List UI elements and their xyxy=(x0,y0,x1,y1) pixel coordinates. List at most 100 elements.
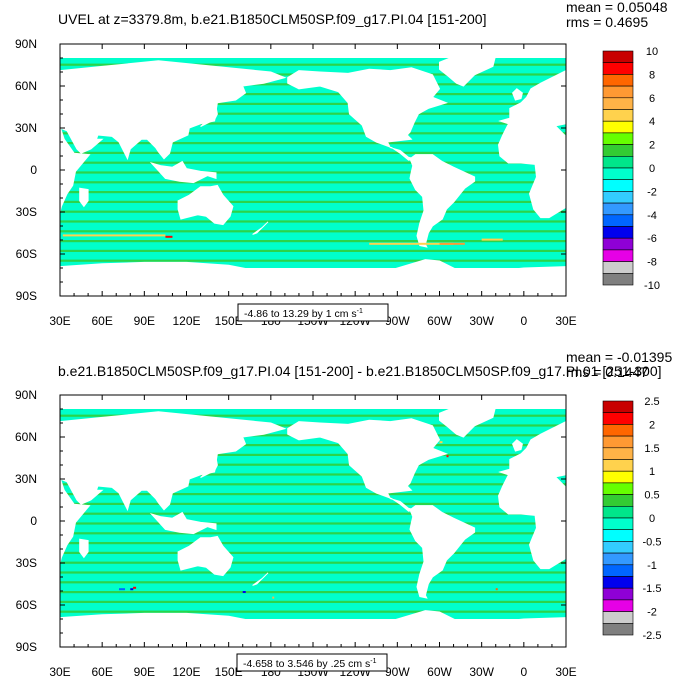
zonal-band xyxy=(60,112,566,115)
y-tick-label: 60S xyxy=(16,598,37,612)
y-tick-label: 90N xyxy=(15,388,37,402)
zonal-band xyxy=(60,230,566,233)
x-tick-label: 30E xyxy=(49,314,70,328)
land-australia xyxy=(177,535,234,577)
zonal-band xyxy=(60,171,566,174)
colorbar-swatch xyxy=(602,400,634,413)
land-africa xyxy=(497,117,566,219)
zonal-band xyxy=(60,249,566,252)
y-tick-label: 60N xyxy=(15,79,37,93)
anomaly-mark xyxy=(119,588,126,591)
colorbar-swatch xyxy=(602,482,634,495)
zonal-band xyxy=(60,571,566,574)
land-antarctica xyxy=(60,610,566,647)
zonal-band xyxy=(60,181,566,184)
colorbar-label: -0.5 xyxy=(643,536,662,548)
zonal-band xyxy=(60,191,566,194)
y-tick-label: 30N xyxy=(15,472,37,486)
x-tick-label: 30W xyxy=(469,314,494,328)
zonal-band xyxy=(60,142,566,145)
colorbar-swatch xyxy=(602,470,634,484)
colorbar-label: -2.5 xyxy=(643,630,662,642)
colorbar-swatch xyxy=(602,412,634,425)
zonal-band xyxy=(60,493,566,496)
zonal-band xyxy=(60,444,566,447)
anomaly-mark xyxy=(439,441,443,444)
land-nz xyxy=(252,221,269,235)
range-units-superscript: -1 xyxy=(370,658,376,665)
land-australia xyxy=(177,184,234,226)
x-tick-label: 30E xyxy=(555,665,576,679)
zonal-band xyxy=(60,453,566,456)
colorbar-label: -2 xyxy=(647,607,657,619)
jet-streak xyxy=(369,242,454,245)
colorbar-swatch xyxy=(602,435,634,449)
colorbar-swatch xyxy=(602,85,634,99)
zonal-band xyxy=(60,502,566,505)
x-tick-label: 150E xyxy=(215,314,243,328)
colorbar-swatch xyxy=(602,156,634,169)
zonal-band xyxy=(60,551,566,554)
colorbar-label: -1.5 xyxy=(643,583,662,595)
land-madagascar xyxy=(79,538,89,559)
colorbar-swatch xyxy=(602,599,634,612)
x-tick-label: 60W xyxy=(427,665,452,679)
colorbar-swatch xyxy=(602,132,634,145)
colorbar-label: -10 xyxy=(644,280,660,292)
jet-streak xyxy=(62,234,166,237)
colorbar-swatch xyxy=(602,74,634,87)
chart-title: b.e21.B1850CLM50SP.f09_g17.PI.04 [151-20… xyxy=(58,363,662,379)
colorbar-swatch xyxy=(602,447,634,460)
stat-rms: rms = 0.4695 xyxy=(566,14,648,30)
colorbar-label: 1 xyxy=(649,466,655,478)
colorbar-swatch xyxy=(602,564,634,577)
zonal-band xyxy=(60,591,566,594)
land-japan xyxy=(200,105,218,128)
zonal-band xyxy=(60,414,566,417)
colorbar-label: 0.5 xyxy=(644,490,659,502)
zonal-band xyxy=(60,542,566,545)
colorbar-swatch xyxy=(602,424,634,437)
colorbar-swatch xyxy=(602,576,634,589)
colorbar-label: -4 xyxy=(647,210,657,222)
y-tick-label: 90S xyxy=(16,640,37,654)
zonal-band xyxy=(60,151,566,154)
colorbar-swatch xyxy=(602,529,634,542)
jet-streak xyxy=(165,235,173,238)
zonal-band xyxy=(60,522,566,525)
anomaly-mark xyxy=(133,586,137,589)
colorbar-swatch xyxy=(602,50,634,63)
colorbar-swatch xyxy=(602,226,634,239)
zonal-band xyxy=(60,561,566,564)
x-tick-label: 30E xyxy=(555,314,576,328)
colorbar-label: 8 xyxy=(649,69,655,81)
jet-streak xyxy=(439,242,465,245)
x-tick-label: 60W xyxy=(427,314,452,328)
zonal-band xyxy=(60,483,566,486)
land-japan xyxy=(200,456,218,479)
y-tick-label: 60N xyxy=(15,430,37,444)
colorbar-swatch xyxy=(602,541,634,554)
zonal-band xyxy=(60,473,566,476)
land-samerica xyxy=(409,505,476,599)
y-tick-label: 30S xyxy=(16,556,37,570)
land-uk xyxy=(512,439,523,452)
chart-title: UVEL at z=3379.8m, b.e21.B1850CLM50SP.f0… xyxy=(58,11,486,27)
land-nz xyxy=(252,572,269,586)
zonal-band xyxy=(60,161,566,164)
zonal-band xyxy=(60,132,566,135)
anomaly-mark xyxy=(242,591,246,593)
land-namerica xyxy=(287,67,449,161)
zonal-band xyxy=(60,122,566,125)
stat-mean: mean = -0.01395 xyxy=(566,349,672,365)
colorbar-swatch xyxy=(602,214,634,227)
range-label-box xyxy=(237,303,389,322)
colorbar-swatch xyxy=(602,272,634,286)
anomaly-mark xyxy=(272,596,275,599)
colorbar-swatch xyxy=(602,611,634,624)
jet-streak xyxy=(481,238,503,241)
x-tick-label: 60E xyxy=(91,314,112,328)
y-tick-label: 30S xyxy=(16,205,37,219)
colorbar-swatch xyxy=(602,622,634,636)
x-tick-label: 60E xyxy=(91,665,112,679)
